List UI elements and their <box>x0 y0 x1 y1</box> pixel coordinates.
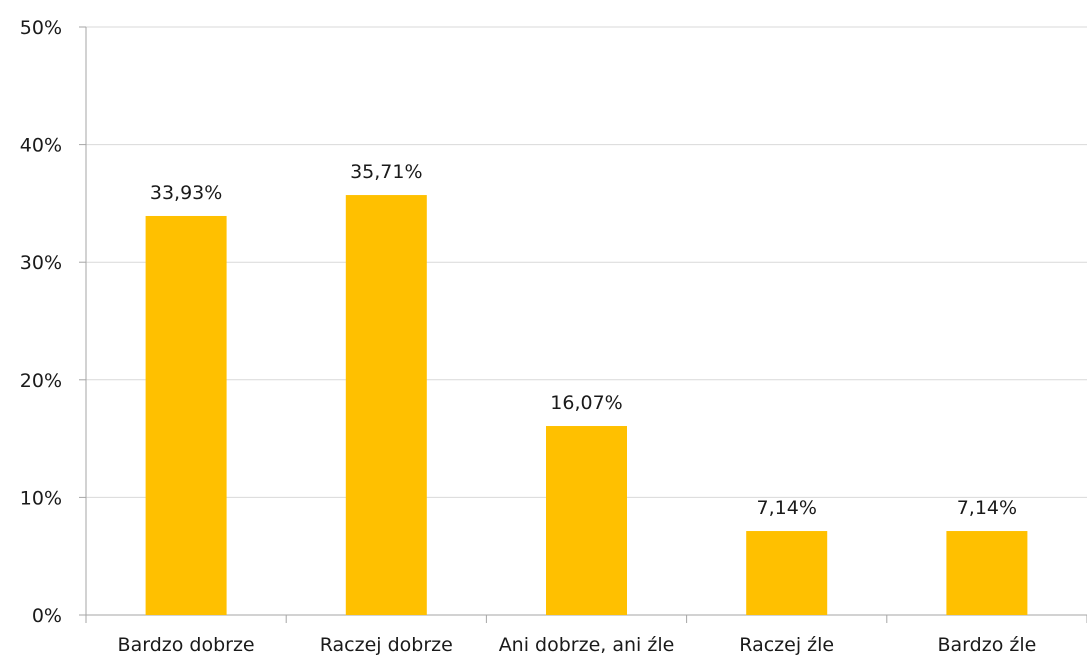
labels: 0% 10% 20% 30% 40% 50% 33,93% Bardzo dobrze 35,7… <box>20 17 1037 656</box>
bar <box>746 531 828 615</box>
y-tick-label: 40% <box>20 135 62 157</box>
x-category-label: Raczej dobrze <box>320 634 453 656</box>
bar <box>946 531 1028 615</box>
bar <box>546 426 627 615</box>
data-label: 33,93% <box>150 182 222 204</box>
x-category-label: Bardzo dobrze <box>118 634 255 656</box>
data-label: 16,07% <box>550 392 622 414</box>
bar <box>345 195 427 615</box>
data-label: 7,14% <box>957 497 1017 519</box>
x-category-label: Ani dobrze, ani źle <box>499 634 675 656</box>
x-category-label: Bardzo źle <box>938 634 1037 656</box>
bar <box>145 215 227 615</box>
y-tick-label: 10% <box>20 487 62 509</box>
y-tick-label: 20% <box>20 370 62 392</box>
data-label: 7,14% <box>757 497 817 519</box>
y-tick-label: 0% <box>32 605 62 627</box>
x-category-label: Raczej źle <box>739 634 834 656</box>
gridlines <box>86 26 1087 498</box>
y-tick-label: 50% <box>20 17 62 39</box>
y-tick-label: 30% <box>20 252 62 274</box>
data-label: 35,71% <box>350 161 422 183</box>
bars <box>145 195 1028 615</box>
